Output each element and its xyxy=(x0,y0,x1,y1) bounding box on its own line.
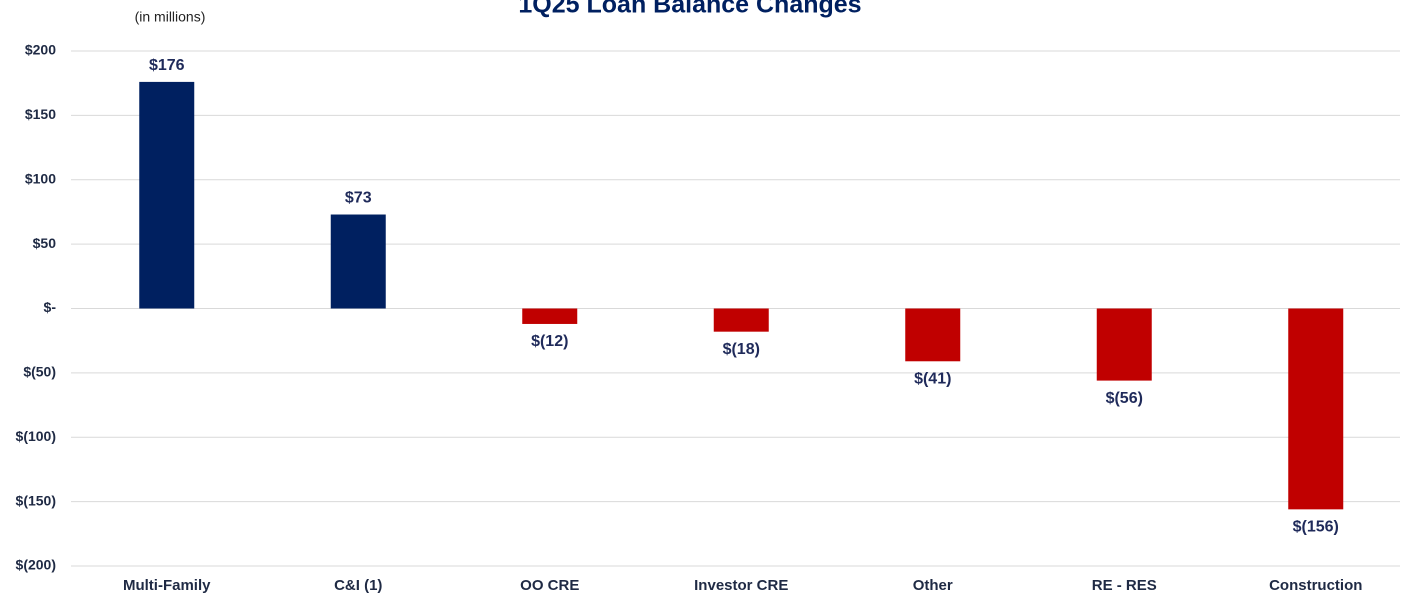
y-tick-label: $50 xyxy=(33,235,57,251)
bar xyxy=(1096,308,1152,381)
y-tick-label: $(200) xyxy=(16,557,56,573)
y-tick-label: $(100) xyxy=(16,428,56,444)
data-label: $(18) xyxy=(723,341,760,358)
bar xyxy=(330,214,386,309)
data-label: $(56) xyxy=(1106,390,1143,407)
y-tick-label: $150 xyxy=(25,106,56,122)
bar xyxy=(905,308,961,362)
x-tick-label: Multi-Family xyxy=(123,577,211,594)
data-label: $(41) xyxy=(914,371,951,388)
y-tick-label: $100 xyxy=(25,170,56,186)
data-label: $(12) xyxy=(531,333,568,350)
data-label: $(156) xyxy=(1293,519,1339,536)
y-tick-label: $(150) xyxy=(16,492,56,508)
bar xyxy=(139,81,195,309)
data-label: $73 xyxy=(345,190,372,207)
chart-title: 1Q25 Loan Balance Changes xyxy=(518,0,861,19)
y-tick-label: $(50) xyxy=(23,364,56,380)
bar xyxy=(713,308,769,332)
x-tick-label: C&I (1) xyxy=(334,577,382,594)
y-tick-label: $- xyxy=(44,299,57,315)
x-tick-label: RE - RES xyxy=(1092,577,1157,594)
x-tick-label: Construction xyxy=(1269,577,1362,594)
x-tick-label: Investor CRE xyxy=(694,577,788,594)
data-label: $176 xyxy=(149,57,185,74)
x-tick-label: Other xyxy=(913,577,953,594)
bar xyxy=(1288,308,1344,510)
y-tick-label: $200 xyxy=(25,42,56,58)
chart-subtitle: (in millions) xyxy=(135,9,206,25)
x-tick-label: OO CRE xyxy=(520,577,579,594)
bar xyxy=(522,308,578,324)
